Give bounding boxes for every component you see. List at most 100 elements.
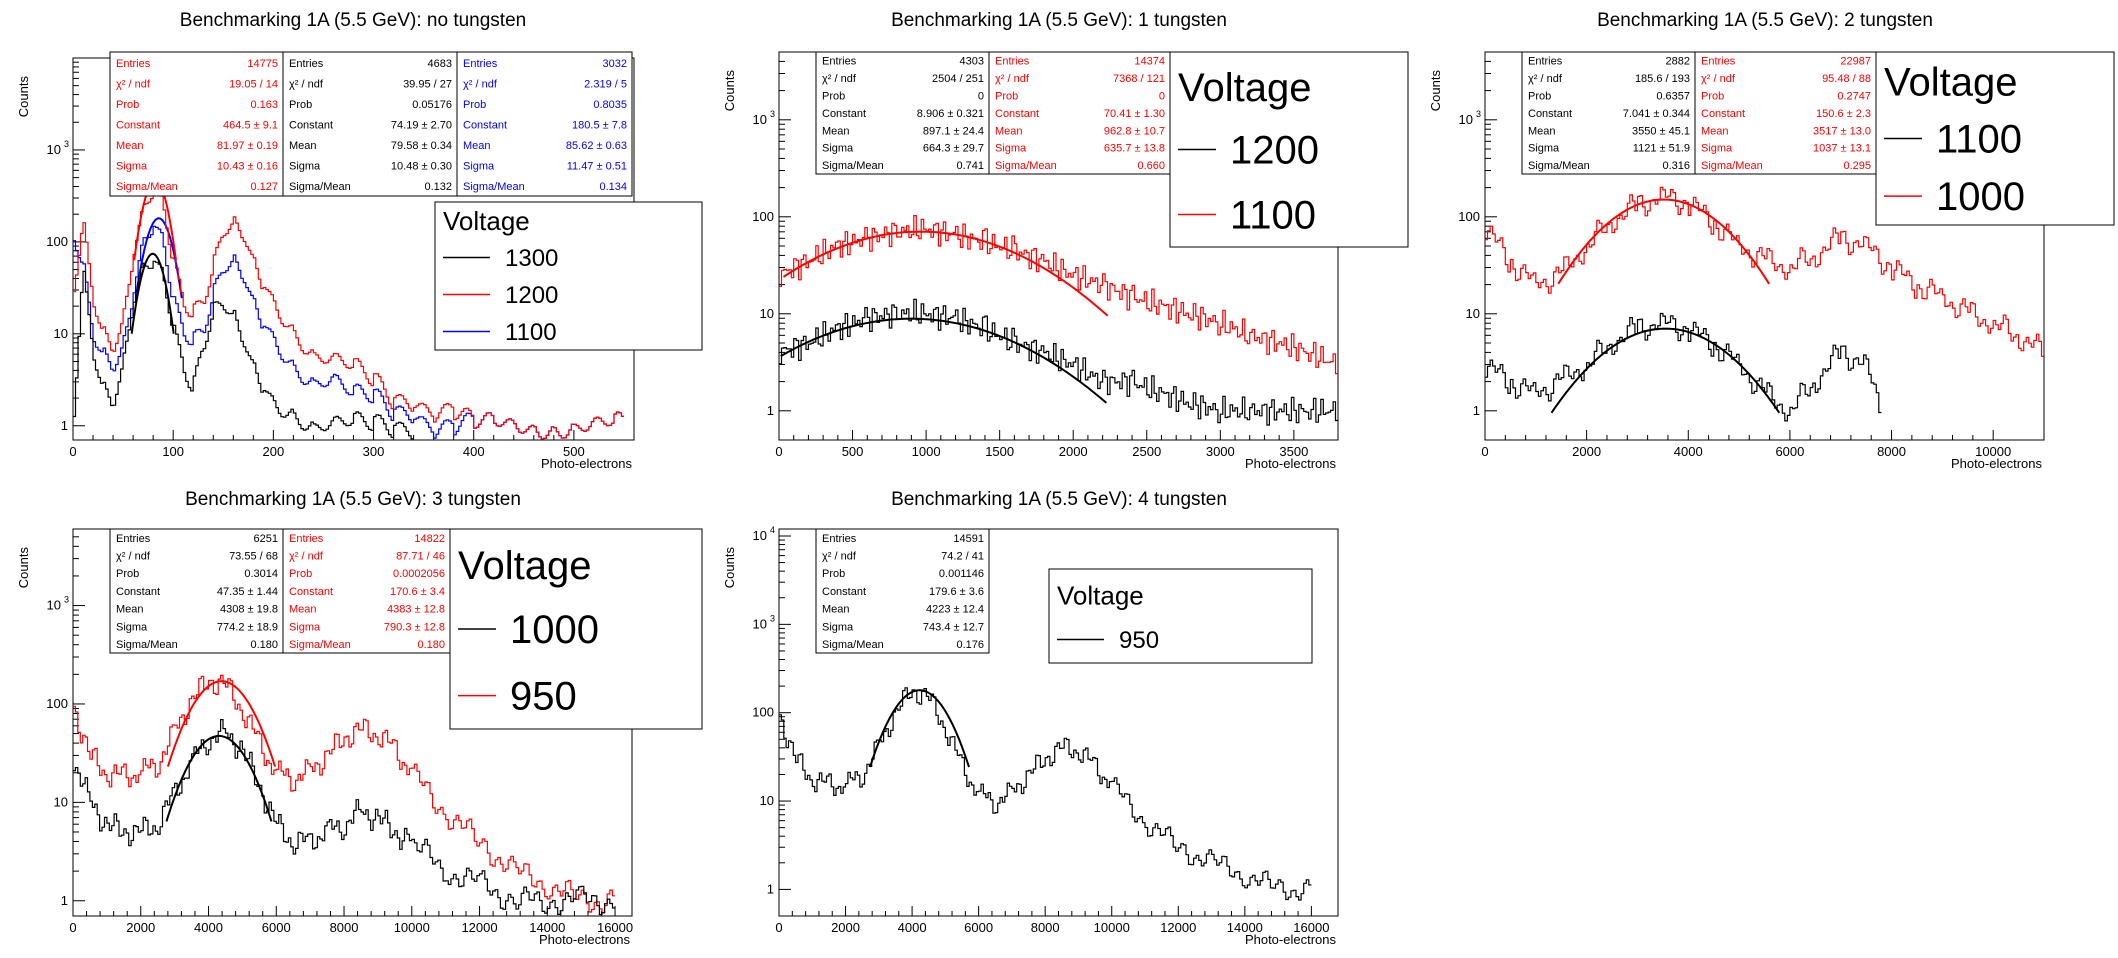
stats-value: 774.2 ± 18.9 [217, 621, 278, 633]
stats-label: Mean [116, 604, 144, 616]
chart-title: Benchmarking 1A (5.5 GeV): 2 tungsten [1597, 10, 1933, 31]
stats-value: 2504 / 251 [932, 73, 984, 85]
y-axis-label: Counts [1428, 70, 1443, 112]
stats-value: 3517 ± 13.0 [1813, 125, 1871, 137]
stats-value: 10.48 ± 0.30 [391, 161, 452, 173]
stats-label: Sigma [995, 143, 1027, 155]
stats-label: Sigma [822, 621, 854, 633]
y-tick-exponent: 4 [770, 525, 775, 535]
x-tick-label: 300 [363, 444, 385, 459]
stats-value: 635.7 ± 13.8 [1104, 143, 1165, 155]
x-tick-label: 1500 [985, 444, 1014, 459]
y-axis-label: Counts [722, 547, 737, 589]
legend-entry-label: 1000 [1936, 175, 2025, 219]
stats-label: Sigma/Mean [463, 181, 525, 193]
stats-label: Prob [1528, 90, 1551, 102]
chart-panel-3-tungsten: Benchmarking 1A (5.5 GeV): 3 tungsten Cou… [0, 479, 706, 958]
stats-label: Sigma [822, 143, 854, 155]
stats-label: Sigma/Mean [1528, 160, 1590, 172]
stats-label: Constant [116, 120, 160, 132]
stats-value: 1121 ± 51.9 [1633, 143, 1690, 155]
stats-label: χ² / ndf [1701, 73, 1736, 85]
x-tick-label: 0 [69, 444, 76, 459]
y-axis-label: Counts [722, 70, 737, 112]
stats-label: Constant [995, 108, 1039, 120]
stats-value: 4683 [428, 58, 452, 70]
chart-panel-no-tungsten: Benchmarking 1A (5.5 GeV): no tungsten Co… [0, 0, 706, 479]
series-1000-fit [1557, 198, 1770, 285]
stats-value: 0.180 [417, 639, 445, 651]
stats-label: Entries [995, 56, 1030, 68]
x-tick-label: 0 [1481, 444, 1488, 459]
stats-value: 14822 [414, 533, 445, 545]
stats-label: Prob [822, 90, 845, 102]
x-tick-label: 1000 [912, 444, 941, 459]
stats-label: Sigma/Mean [289, 181, 351, 193]
series-950-fit [869, 689, 970, 768]
stats-label: χ² / ndf [116, 78, 151, 90]
stats-value: 11.47 ± 0.51 [567, 161, 627, 173]
x-tick-label: 12000 [461, 920, 497, 935]
stats-value: 81.97 ± 0.19 [217, 140, 278, 152]
stats-label: Prob [995, 90, 1018, 102]
stats-value: 0.2747 [1837, 90, 1871, 102]
stats-label: Entries [289, 533, 324, 545]
stats-label: Constant [1701, 108, 1745, 120]
y-axis-label: Counts [16, 76, 31, 118]
stats-value: 14374 [1134, 56, 1165, 68]
series-1200-histogram [779, 298, 1338, 426]
legend-box [434, 201, 703, 351]
legend-entry-label: 1100 [1230, 194, 1316, 238]
legend-entry-label: 950 [1119, 627, 1159, 654]
stats-value: 4223 ± 12.4 [926, 604, 984, 616]
series-1100-fit [1550, 327, 1781, 414]
y-tick-label: 10 [47, 142, 61, 157]
y-tick-exponent: 3 [1476, 109, 1481, 119]
y-tick-label: 100 [1458, 209, 1480, 224]
stats-label: χ² / ndf [463, 78, 498, 90]
y-axis-label: Counts [16, 547, 31, 589]
chart-svg: Benchmarking 1A (5.5 GeV): 2 tungsten Cou… [1428, 10, 2115, 471]
stats-label: Sigma [116, 621, 148, 633]
y-tick-label: 1 [767, 881, 774, 896]
stats-box [988, 51, 1171, 175]
legend-box [1048, 568, 1313, 664]
x-tick-label: 400 [463, 444, 485, 459]
stats-label: χ² / ndf [289, 78, 324, 90]
stats-label: Constant [116, 586, 160, 598]
stats-label: Entries [463, 58, 498, 70]
x-tick-label: 2000 [1572, 444, 1601, 459]
stats-label: Mean [289, 140, 317, 152]
series-1300-histogram [73, 260, 414, 440]
stats-value: 7.041 ± 0.344 [1623, 108, 1690, 120]
stats-label: Mean [1701, 125, 1729, 137]
series-950-histogram [779, 687, 1312, 901]
x-tick-label: 0 [69, 920, 76, 935]
stats-box [282, 51, 458, 197]
x-tick-label: 8000 [330, 920, 359, 935]
legend-entry-label: 1200 [1230, 129, 1319, 173]
stats-value: 2882 [1666, 56, 1690, 68]
stats-label: χ² / ndf [995, 73, 1030, 85]
stats-box [815, 528, 990, 654]
y-tick-exponent: 3 [64, 139, 69, 149]
stats-label: Prob [116, 568, 139, 580]
stats-label: χ² / ndf [289, 550, 324, 562]
stats-label: Mean [822, 125, 850, 137]
stats-label: Prob [1701, 90, 1724, 102]
stats-box [456, 51, 633, 197]
y-tick-exponent: 3 [770, 613, 775, 623]
y-tick-label: 100 [46, 696, 68, 711]
stats-value: 85.62 ± 0.63 [566, 140, 627, 152]
stats-label: Sigma/Mean [116, 181, 178, 193]
legend-entry-label: 1300 [505, 245, 558, 272]
stats-value: 0 [978, 90, 984, 102]
y-tick-label: 1 [1473, 403, 1480, 418]
stats-value: 73.55 / 68 [229, 550, 278, 562]
stats-value: 0.3014 [244, 568, 278, 580]
stats-label: Prob [463, 99, 486, 111]
legend-entry-label: 1200 [505, 282, 558, 309]
series-1000-fit [165, 734, 273, 822]
x-tick-label: 4000 [194, 920, 223, 935]
y-tick-label: 10 [760, 793, 774, 808]
